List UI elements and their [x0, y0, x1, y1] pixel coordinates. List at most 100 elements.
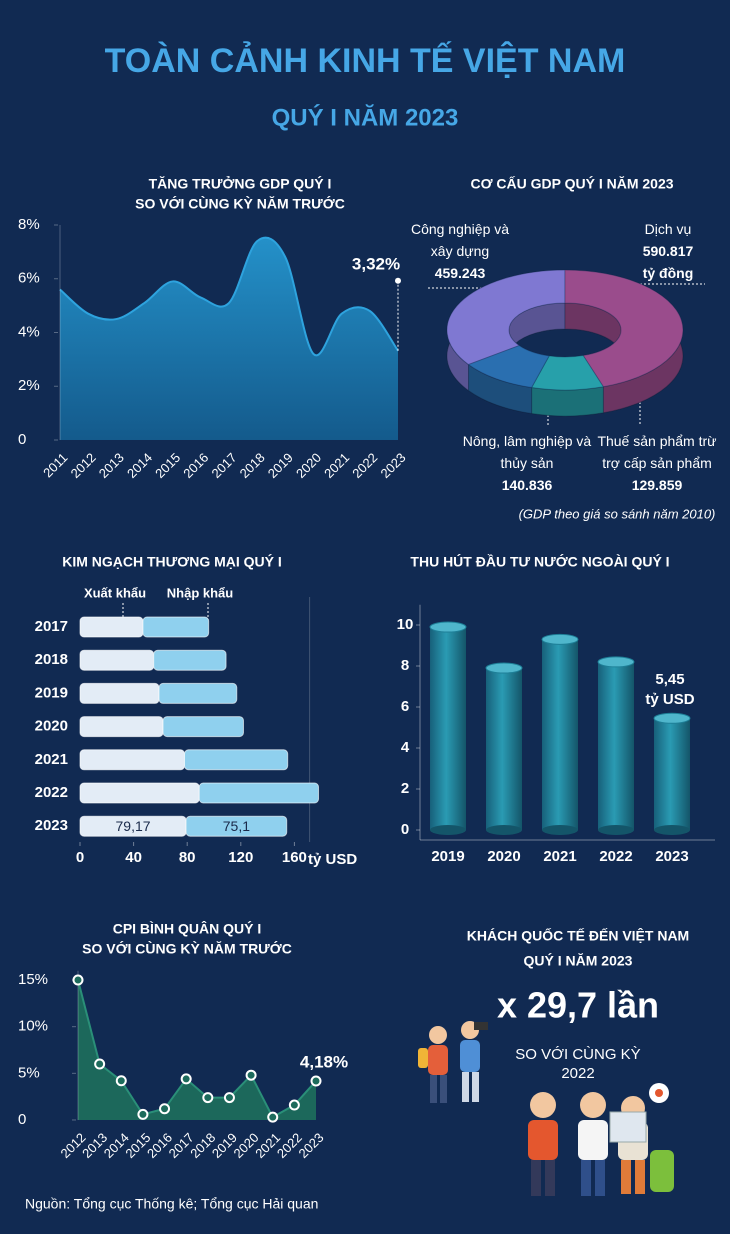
x-tick-label: 80: [179, 849, 196, 866]
marker: [115, 1075, 127, 1087]
bar: [486, 668, 522, 830]
y-tick-label: 0: [401, 821, 409, 838]
slice-name: Công nghiệp và xây dựng: [410, 221, 510, 259]
marker: [202, 1092, 214, 1104]
page-title: TOÀN CẢNH KINH TẾ VIỆT NAM: [105, 42, 626, 80]
value-label: 79,17: [116, 818, 151, 834]
x-tick-label: 2020: [293, 450, 324, 481]
bar-segment: [79, 616, 144, 638]
marker: [72, 974, 84, 986]
bar-segment: [185, 815, 288, 837]
y-tick-label: 8%: [18, 216, 40, 233]
x-tick-label: 2015: [152, 450, 183, 481]
bar-segment: [158, 682, 238, 704]
tourism-text: x 29,7 lần: [497, 985, 659, 1026]
x-tick-label: 2019: [431, 848, 464, 865]
slice-value: 129.859: [631, 477, 683, 493]
tourism-text: KHÁCH QUỐC TẾ ĐẾN VIỆT NAM: [467, 927, 689, 944]
y-tick-label: 10: [397, 616, 414, 633]
slice-name: Dịch vụ: [644, 221, 692, 237]
x-tick-label: 2023: [655, 848, 688, 865]
legend-label: Nhập khẩu: [167, 585, 234, 600]
x-tick-label: 2018: [237, 450, 268, 481]
marker: [395, 277, 401, 284]
slice-label: Dịch vụ 590.817 tỷ đồng: [612, 218, 724, 284]
slice-value: 140.836: [501, 477, 553, 493]
source-note: Nguồn: Tổng cục Thống kê; Tổng cục Hải q…: [25, 1196, 318, 1212]
chart-subtitle: SO VỚI CÙNG KỲ NĂM TRƯỚC: [135, 195, 345, 212]
x-tick-label: 2016: [180, 450, 211, 481]
tourist-illustration: [418, 1021, 674, 1196]
area-fill: [60, 237, 398, 440]
bar-top: [653, 712, 691, 724]
marker: [288, 1099, 300, 1111]
bar-segment: [79, 749, 186, 771]
x-tick-label: 2021: [543, 848, 576, 865]
bar-top: [541, 633, 579, 645]
bar-top: [597, 656, 635, 668]
x-tick-label: 2019: [265, 450, 296, 481]
y-tick-label: 2020: [35, 718, 68, 735]
bar: [598, 661, 634, 830]
bar-segment: [79, 782, 200, 804]
x-tick-label: 2022: [349, 450, 380, 481]
marker: [223, 1092, 235, 1104]
donut-side: [531, 386, 604, 417]
x-tick-label: 2023: [377, 450, 408, 481]
bar-segment: [153, 649, 227, 671]
page-subtitle: QUÝ I NĂM 2023: [272, 103, 459, 131]
y-tick-label: 6%: [18, 270, 40, 287]
y-tick-label: 0: [18, 431, 26, 448]
x-tick-label: 2014: [124, 450, 155, 481]
marker: [137, 1108, 149, 1120]
marker: [310, 1075, 322, 1087]
bar-segment: [162, 716, 244, 738]
x-tick-label: 2021: [321, 450, 352, 481]
bar-top: [485, 662, 523, 674]
donut-slice: [446, 269, 566, 366]
line: [59, 236, 399, 357]
value-label: 75,1: [223, 818, 250, 834]
value-label: 4,18%: [300, 1052, 348, 1071]
y-tick-label: 2021: [35, 751, 68, 768]
y-tick-label: 4%: [18, 323, 40, 340]
x-tick-label: 120: [228, 849, 253, 866]
y-tick-label: 2: [401, 780, 409, 797]
chart-title: CƠ CẤU GDP QUÝ I NĂM 2023: [470, 175, 673, 192]
marker: [94, 1058, 106, 1070]
marker: [245, 1069, 257, 1081]
y-tick-label: 2019: [35, 684, 68, 701]
chart-note: (GDP theo giá so sánh năm 2010): [519, 506, 716, 521]
axis-unit: tỷ USD: [308, 851, 357, 868]
x-tick-label: 160: [282, 849, 307, 866]
slice-value: 590.817: [642, 243, 694, 259]
slice-name: Nông, lâm nghiệp và thủy sản: [462, 433, 592, 471]
slice-label: Nông, lâm nghiệp và thủy sản 140.836: [452, 430, 602, 496]
bar-base: [486, 825, 522, 835]
bar-segment: [198, 782, 320, 804]
bar: [542, 639, 578, 830]
chart-title: TĂNG TRƯỞNG GDP QUÝ I: [149, 175, 332, 192]
tourism-text: 2022: [561, 1065, 594, 1082]
tourism-text: SO VỚI CÙNG KỲ: [515, 1046, 640, 1063]
x-tick-label: 2012: [68, 450, 99, 481]
slice-label: Công nghiệp và xây dựng 459.243: [405, 218, 515, 284]
y-tick-label: 2%: [18, 377, 40, 394]
y-tick-label: 2018: [35, 651, 68, 668]
x-tick-label: 2011: [40, 450, 70, 480]
marker: [159, 1103, 171, 1115]
x-tick-label: 0: [76, 849, 84, 866]
x-tick-label: 2017: [208, 450, 239, 481]
x-tick-label: 2022: [599, 848, 632, 865]
tourism-text: QUÝ I NĂM 2023: [524, 952, 633, 969]
legend-label: Xuất khẩu: [84, 585, 146, 600]
bar: [654, 718, 690, 830]
bar: [430, 627, 466, 830]
x-tick-label: 2020: [487, 848, 520, 865]
bar-base: [430, 825, 466, 835]
y-tick-label: 5%: [18, 1064, 40, 1081]
y-tick-label: 2017: [35, 618, 68, 635]
chart-title: THU HÚT ĐẦU TƯ NƯỚC NGOÀI QUÝ I: [410, 553, 669, 570]
y-tick-label: 8: [401, 657, 409, 674]
bar-segment: [79, 682, 160, 704]
